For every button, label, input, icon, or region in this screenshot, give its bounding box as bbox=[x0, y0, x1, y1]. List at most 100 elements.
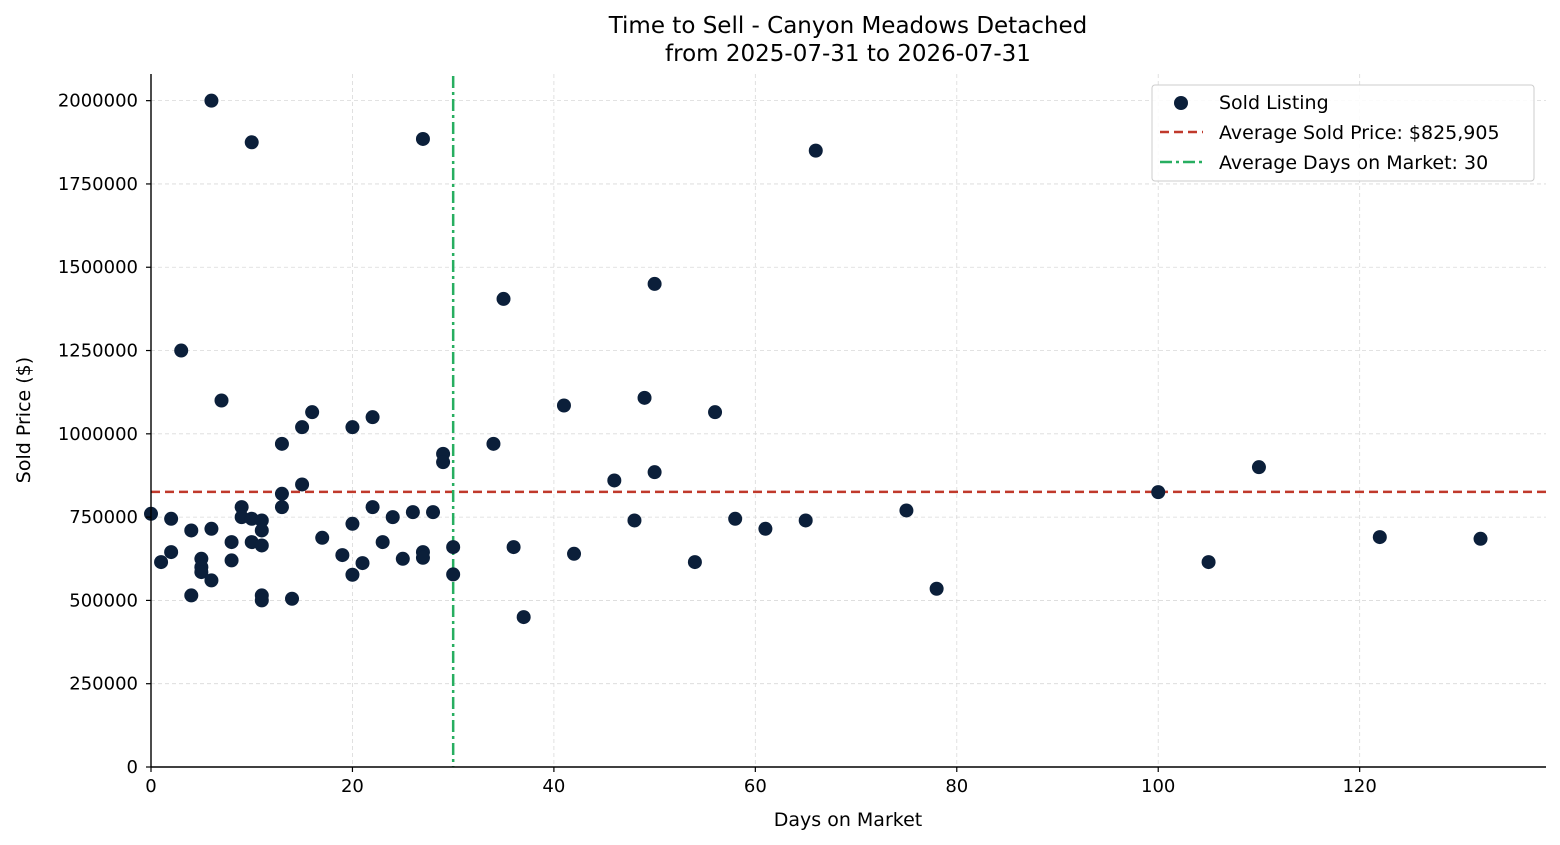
y-tick-label: 1750000 bbox=[58, 174, 138, 195]
data-point bbox=[214, 393, 229, 408]
data-point bbox=[274, 500, 289, 515]
data-point bbox=[637, 390, 652, 405]
x-tick-label: 80 bbox=[945, 776, 968, 797]
data-point bbox=[184, 588, 199, 603]
legend-marker-sold-listing bbox=[1174, 96, 1188, 110]
legend: Sold Listing Average Sold Price: $825,90… bbox=[1151, 84, 1535, 182]
data-point bbox=[184, 523, 199, 538]
data-point bbox=[929, 581, 944, 596]
data-point bbox=[607, 473, 622, 488]
data-point bbox=[254, 593, 269, 608]
data-point bbox=[385, 510, 400, 525]
data-point bbox=[345, 516, 360, 531]
data-point bbox=[335, 548, 350, 563]
data-point bbox=[295, 477, 310, 492]
data-point bbox=[305, 405, 320, 420]
legend-box bbox=[1151, 84, 1535, 182]
data-point bbox=[415, 131, 430, 146]
data-point bbox=[1201, 555, 1216, 570]
data-point bbox=[345, 567, 360, 582]
chart-subtitle: from 2025-07-31 to 2026-07-31 bbox=[665, 41, 1031, 67]
data-point bbox=[224, 535, 239, 550]
data-point bbox=[204, 521, 219, 536]
data-point bbox=[254, 513, 269, 528]
data-point bbox=[254, 523, 269, 538]
data-point bbox=[194, 565, 209, 580]
tick-labels: 0 20 40 60 80 100 120 0 250000 500000 750000 100000… bbox=[58, 91, 1377, 797]
data-point bbox=[1251, 460, 1266, 475]
data-point bbox=[224, 553, 239, 568]
data-point bbox=[234, 500, 249, 515]
chart-title: Time to Sell - Canyon Meadows Detached bbox=[608, 13, 1088, 39]
data-point bbox=[758, 521, 773, 536]
legend-label-sold-listing: Sold Listing bbox=[1219, 92, 1329, 114]
reference-lines bbox=[151, 76, 1546, 767]
data-point bbox=[687, 555, 702, 570]
legend-label-avg-days: Average Days on Market: 30 bbox=[1219, 152, 1488, 174]
data-point bbox=[436, 455, 451, 470]
data-point bbox=[496, 291, 511, 306]
data-point bbox=[204, 93, 219, 108]
data-point bbox=[506, 540, 521, 555]
y-tick-label: 750000 bbox=[69, 507, 138, 528]
x-axis-label: Days on Market bbox=[774, 809, 922, 831]
data-point bbox=[1372, 530, 1387, 545]
data-point bbox=[556, 398, 571, 413]
data-point bbox=[274, 436, 289, 451]
data-point bbox=[405, 505, 420, 520]
x-tick-label: 20 bbox=[341, 776, 364, 797]
data-point bbox=[244, 135, 259, 150]
data-point bbox=[204, 573, 219, 588]
data-point bbox=[708, 405, 723, 420]
data-point bbox=[486, 436, 501, 451]
data-point bbox=[345, 420, 360, 435]
data-point bbox=[647, 276, 662, 291]
y-tick-label: 2000000 bbox=[58, 91, 138, 112]
y-tick-label: 500000 bbox=[69, 590, 138, 611]
data-point bbox=[446, 567, 461, 582]
axes bbox=[146, 74, 1546, 772]
data-point bbox=[355, 556, 370, 571]
data-points bbox=[144, 93, 1488, 625]
y-axis-label: Sold Price ($) bbox=[13, 357, 35, 483]
data-point bbox=[365, 410, 380, 425]
y-tick-label: 1000000 bbox=[58, 424, 138, 445]
data-point bbox=[254, 538, 269, 553]
y-tick-label: 1250000 bbox=[58, 341, 138, 362]
data-point bbox=[728, 511, 743, 526]
data-point bbox=[365, 500, 380, 515]
data-point bbox=[375, 535, 390, 550]
data-point bbox=[516, 610, 531, 625]
data-point bbox=[395, 551, 410, 566]
x-tick-label: 40 bbox=[542, 776, 565, 797]
x-tick-label: 100 bbox=[1141, 776, 1175, 797]
x-tick-label: 0 bbox=[145, 776, 156, 797]
data-point bbox=[415, 550, 430, 565]
data-point bbox=[154, 555, 169, 570]
data-point bbox=[285, 591, 300, 606]
data-point bbox=[798, 513, 813, 528]
data-point bbox=[627, 513, 642, 528]
x-tick-label: 120 bbox=[1342, 776, 1376, 797]
data-point bbox=[164, 511, 179, 526]
data-point bbox=[808, 143, 823, 158]
data-point bbox=[446, 540, 461, 555]
y-tick-label: 0 bbox=[127, 757, 138, 778]
data-point bbox=[174, 343, 189, 358]
x-tick-label: 60 bbox=[744, 776, 767, 797]
data-point bbox=[295, 420, 310, 435]
data-point bbox=[315, 530, 330, 545]
data-point bbox=[899, 503, 914, 518]
data-point bbox=[274, 486, 289, 501]
data-point bbox=[164, 545, 179, 560]
legend-label-avg-price: Average Sold Price: $825,905 bbox=[1219, 122, 1500, 144]
data-point bbox=[1473, 531, 1488, 546]
data-point bbox=[567, 546, 582, 561]
y-tick-label: 250000 bbox=[69, 674, 138, 695]
data-point bbox=[1151, 485, 1166, 500]
data-point bbox=[426, 505, 441, 520]
data-point bbox=[647, 465, 662, 480]
y-tick-label: 1500000 bbox=[58, 257, 138, 278]
